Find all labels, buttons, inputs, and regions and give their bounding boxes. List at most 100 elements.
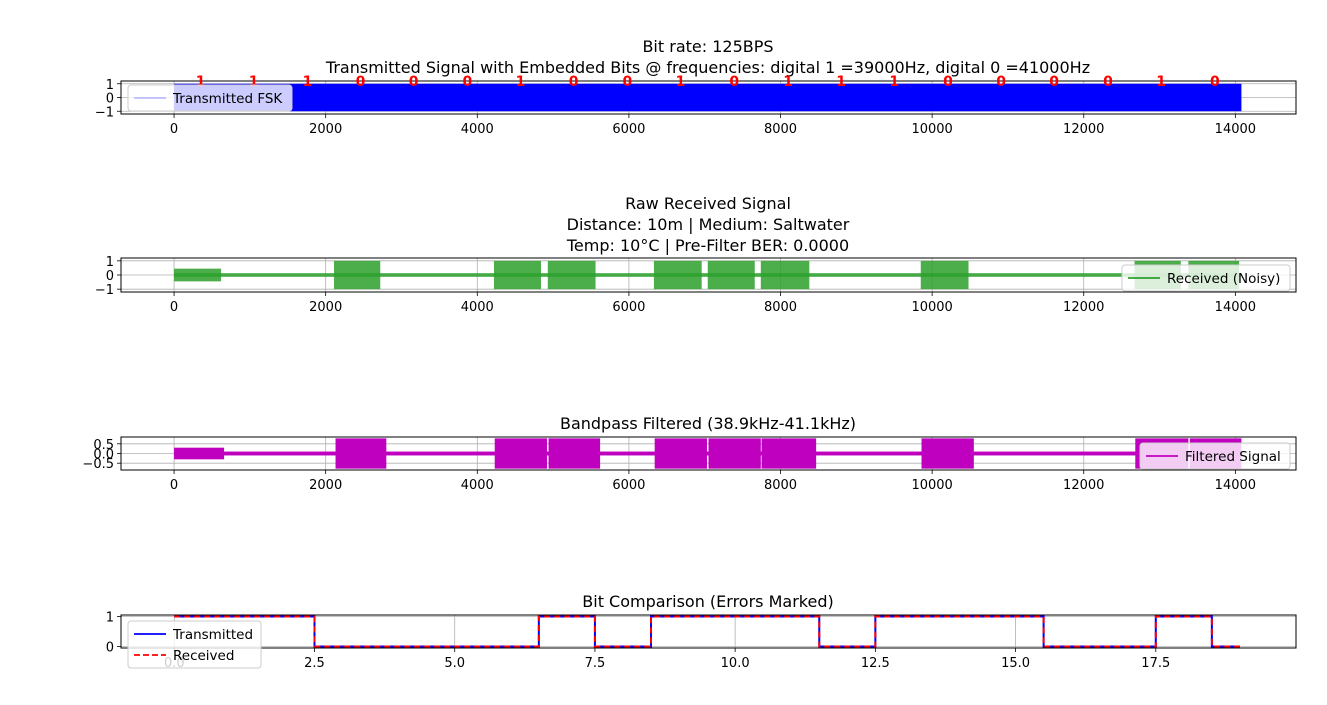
- x-tick-label: 14000: [1215, 122, 1256, 137]
- bit-label: 0: [409, 74, 419, 90]
- filtered-burst: [654, 438, 707, 469]
- bit-label: 0: [1049, 74, 1059, 90]
- filtered-baseline: [174, 451, 1242, 456]
- y-tick-label: −0.5: [82, 457, 114, 472]
- y-tick-label: 0.5: [93, 438, 114, 453]
- x-tick-label: 17.5: [1141, 656, 1170, 671]
- x-tick-label: 0: [170, 122, 178, 137]
- chart-title-line-1: Bit rate: 125BPS: [642, 37, 773, 56]
- x-tick-label: 12000: [1063, 122, 1104, 137]
- x-tick-label: 10000: [911, 300, 952, 315]
- bit-label: 1: [303, 74, 313, 90]
- bit-label: 1: [196, 74, 206, 90]
- bit-label: 1: [1156, 74, 1166, 90]
- chart-title-line-3: Temp: 10°C | Pre-Filter BER: 0.0000: [566, 236, 849, 255]
- bit-label: 1: [889, 74, 899, 90]
- received-step-line: [174, 615, 1240, 648]
- chart-title-line-1: Raw Received Signal: [625, 194, 791, 213]
- filtered-burst: [761, 438, 817, 469]
- transmitted-signal-panel: Bit rate: 125BPS Transmitted Signal with …: [95, 37, 1297, 137]
- legend-label: Received (Noisy): [1167, 271, 1280, 287]
- bit-label: 0: [1103, 74, 1113, 90]
- bit-label: 0: [943, 74, 953, 90]
- bit-label: 1: [676, 74, 686, 90]
- signal-burst: [547, 260, 596, 290]
- x-tick-label: 0: [170, 300, 178, 315]
- x-tick-label: 10.0: [721, 656, 750, 671]
- x-tick-label: 8000: [764, 300, 797, 315]
- legend-box: [127, 620, 262, 669]
- x-tick-label: 2.5: [304, 656, 325, 671]
- filtered-burst: [548, 438, 601, 469]
- y-tick-label: 1: [106, 611, 114, 626]
- filtered-burst: [494, 438, 548, 469]
- axes-frame: [120, 614, 1297, 649]
- legend-box: [1139, 442, 1291, 470]
- chart-title-line-2: Distance: 10m | Medium: Saltwater: [567, 215, 850, 234]
- bit-label: 0: [569, 74, 579, 90]
- signal-burst: [920, 260, 969, 290]
- bandpass-filtered-panel: Bandpass Filtered (38.9kHz-41.1kHz) 0 2000…: [82, 414, 1297, 493]
- filtered-burst: [335, 438, 387, 469]
- x-tick-label: 8000: [764, 122, 797, 137]
- legend-box: [1121, 264, 1291, 292]
- y-tick-label: 0: [106, 269, 114, 284]
- bit-label: 1: [783, 74, 793, 90]
- x-tick-label: 4000: [461, 122, 494, 137]
- y-tick-label: −1: [95, 283, 114, 298]
- y-tick-label: 0: [106, 641, 114, 656]
- legend-label: Filtered Signal: [1185, 449, 1281, 465]
- bit-label: 0: [356, 74, 366, 90]
- x-tick-label: 5.0: [444, 656, 465, 671]
- bit-label: 0: [1210, 74, 1220, 90]
- raw-received-panel: Raw Received Signal Distance: 10m | Mediu…: [95, 194, 1297, 315]
- signal-burst: [174, 268, 222, 282]
- filtered-burst: [174, 447, 225, 460]
- y-tick-label: 0.0: [93, 448, 114, 463]
- signal-burst: [493, 260, 541, 290]
- y-tick-label: 1: [106, 78, 114, 93]
- legend-label: Transmitted FSK: [172, 91, 283, 107]
- filtered-burst: [921, 438, 974, 469]
- x-tick-label: 12000: [1063, 478, 1104, 493]
- bit-label: 1: [516, 74, 526, 90]
- bit-label: 0: [996, 74, 1006, 90]
- signal-burst: [707, 260, 755, 290]
- x-tick-label: 0: [170, 478, 178, 493]
- x-tick-label: 12.5: [861, 656, 890, 671]
- x-tick-label: 7.5: [585, 656, 606, 671]
- signal-burst: [334, 260, 381, 290]
- x-tick-label: 15.0: [1001, 656, 1030, 671]
- signal-burst: [760, 260, 810, 290]
- bit-comparison-panel: Bit Comparison (Errors Marked)0.02.55.07…: [106, 592, 1297, 671]
- legend-box: [127, 84, 293, 112]
- x-tick-label: 8000: [764, 478, 797, 493]
- chart-title-line-2: Transmitted Signal with Embedded Bits @ …: [325, 58, 1090, 77]
- bit-label: 1: [836, 74, 846, 90]
- x-tick-label: 14000: [1215, 300, 1256, 315]
- x-tick-label: 6000: [612, 122, 645, 137]
- legend-label: Transmitted: [172, 627, 253, 643]
- y-tick-label: 1: [106, 255, 114, 270]
- x-tick-label: 4000: [461, 478, 494, 493]
- x-tick-label: 4000: [461, 300, 494, 315]
- signal-burst: [653, 260, 702, 290]
- bit-label: 0: [463, 74, 473, 90]
- x-tick-label: 2000: [309, 300, 342, 315]
- x-tick-label: 10000: [911, 478, 952, 493]
- x-tick-label: 12000: [1063, 300, 1104, 315]
- filtered-burst: [708, 438, 761, 469]
- x-tick-label: 6000: [612, 300, 645, 315]
- x-tick-label: 14000: [1215, 478, 1256, 493]
- bit-label: 1: [249, 74, 259, 90]
- signal-band: [174, 83, 1242, 112]
- chart-title: Bandpass Filtered (38.9kHz-41.1kHz): [560, 414, 856, 433]
- x-tick-label: 2000: [309, 122, 342, 137]
- transmitted-step-line: [174, 615, 1240, 648]
- legend-label: Received: [173, 648, 234, 664]
- bit-label: 0: [729, 74, 739, 90]
- bit-label: 0: [623, 74, 633, 90]
- y-tick-label: −1: [95, 105, 114, 120]
- x-tick-label: 6000: [612, 478, 645, 493]
